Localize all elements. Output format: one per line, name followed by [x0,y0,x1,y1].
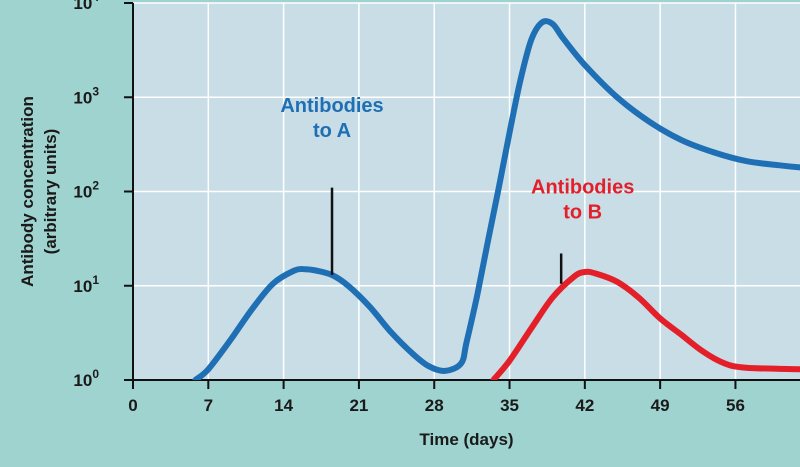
annotation-label-a: to A [313,120,351,142]
x-tick-label: 56 [726,396,745,415]
x-tick-label: 7 [204,396,213,415]
x-tick-label: 49 [651,396,670,415]
y-tick-label: 102 [73,179,99,202]
x-tick-label: 14 [274,396,293,415]
annotation-label-a: Antibodies [280,95,383,117]
y-axis-title-line: Antibody concentration [18,96,37,287]
x-tick-label: 35 [500,396,519,415]
series-line-b [490,268,800,380]
y-tick-label: 103 [73,84,99,107]
x-axis-title: Time (days) [419,430,513,449]
y-tick-label: 101 [73,273,99,296]
y-axis-title-line: (arbitrary units) [41,129,60,255]
annotation-label-b: Antibodies [531,177,634,199]
x-tick-label: 21 [349,396,368,415]
y-tick-label: 104 [73,0,99,13]
y-tick-label: 100 [73,367,99,390]
x-tick-label: 42 [575,396,594,415]
x-tick-label: 28 [425,396,444,415]
x-tick-label: 0 [128,396,137,415]
series-line-a [192,18,800,380]
annotation-label-b: to B [563,202,602,224]
y-axis-title: Antibody concentration (arbitrary units) [18,96,60,287]
